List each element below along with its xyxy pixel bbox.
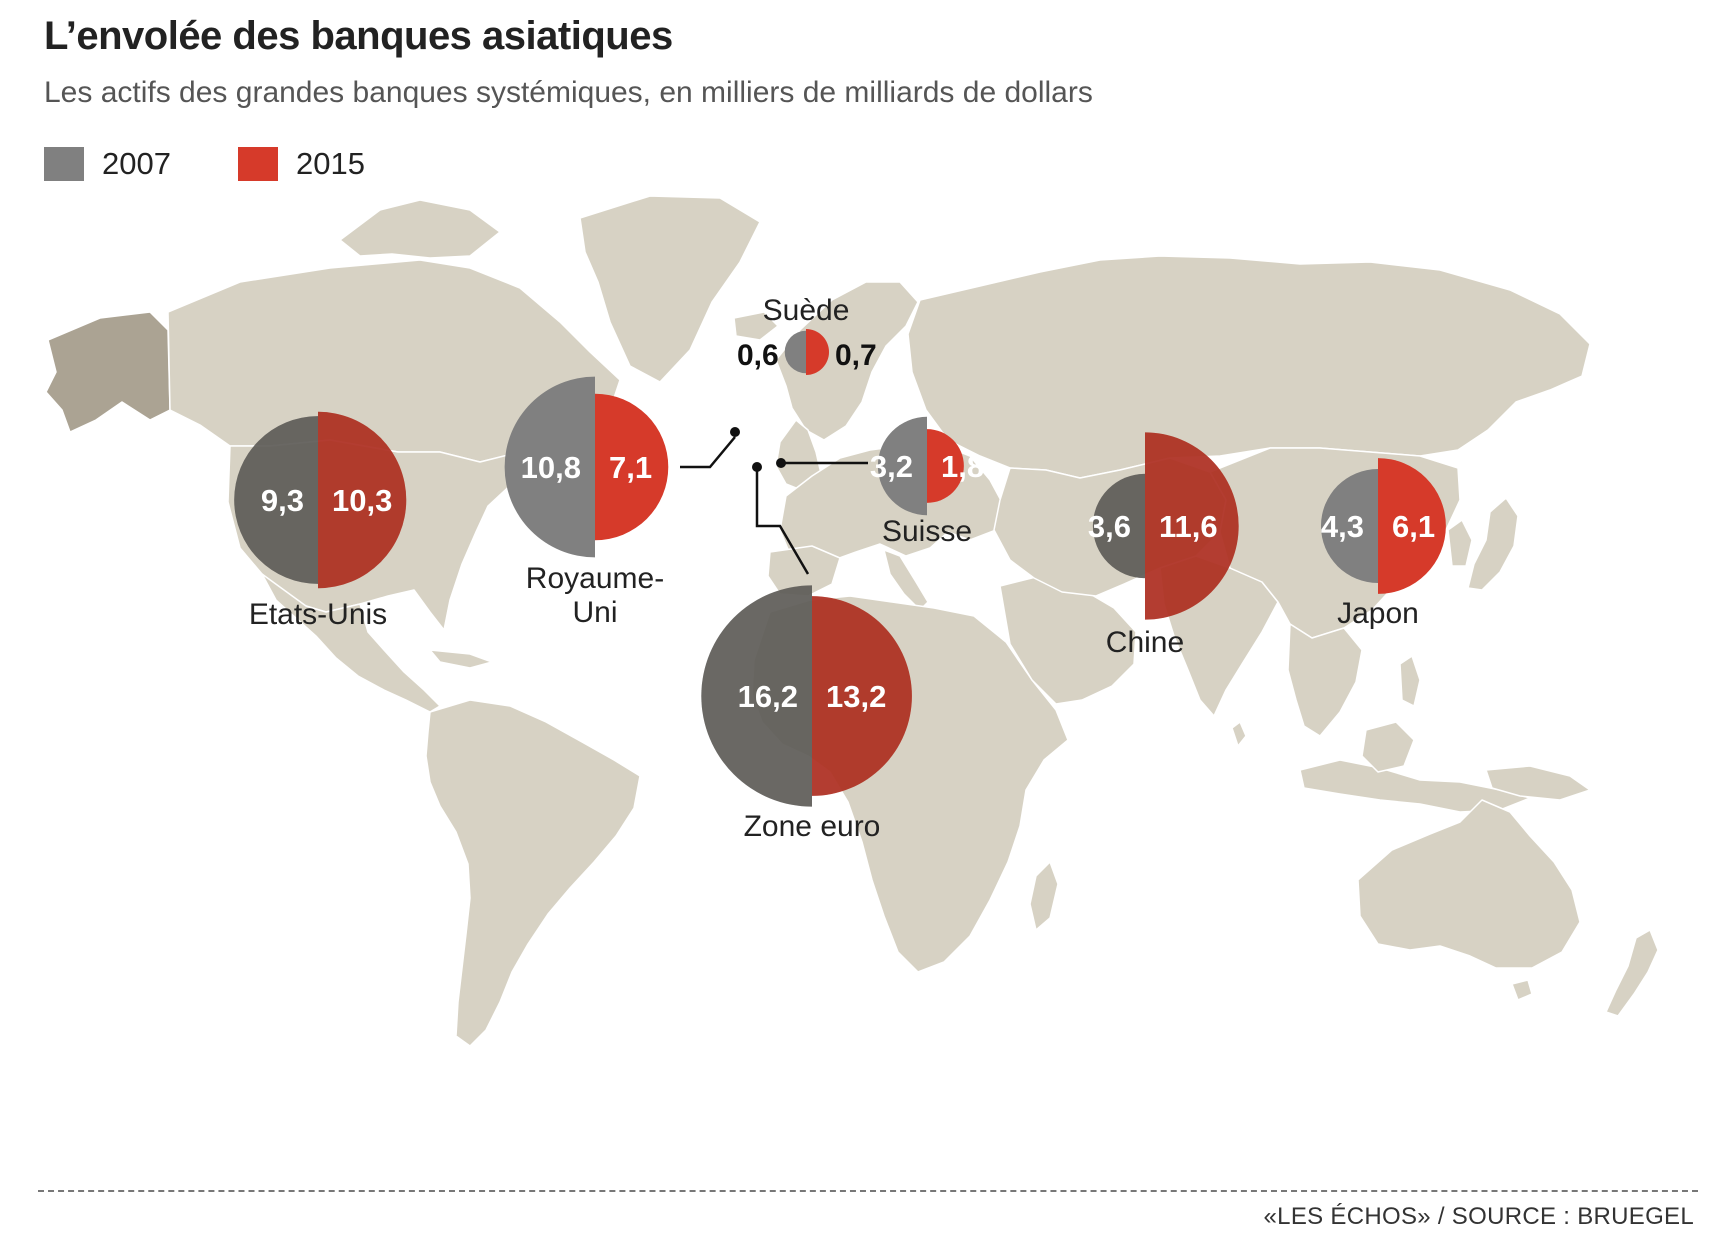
half-circle-2015-suisse <box>927 429 964 503</box>
legend-swatch-2007 <box>44 147 84 181</box>
region-label-su-de: Suède <box>763 294 850 327</box>
region-label-royaume-uni-line-1: Royaume- <box>526 562 664 595</box>
land-scandinavia <box>775 281 919 441</box>
value-label-2015-suisse: 1,8 <box>941 449 984 484</box>
half-circle-2007-su-de <box>784 330 806 374</box>
chart-subtitle: Les actifs des grandes banques systémiqu… <box>44 76 1093 109</box>
bubble-royaume-uni: 10,8 7,1 Royaume-Uni <box>504 376 669 629</box>
value-label-2007-japon: 4,3 <box>1321 509 1364 544</box>
land-iceland <box>733 311 779 341</box>
value-label-2007-chine: 3,6 <box>1088 509 1131 544</box>
footer-divider <box>38 1190 1698 1192</box>
land-new-zealand <box>1605 929 1659 1017</box>
land-caribbean <box>429 649 493 669</box>
value-label-2015-royaume-uni: 7,1 <box>609 450 652 485</box>
half-circle-2007-japon <box>1320 468 1378 584</box>
land-mexico <box>261 573 441 713</box>
legend-label-2015: 2015 <box>296 146 365 181</box>
half-circle-2007-etats-unis <box>234 416 318 584</box>
value-label-2007-zone-euro: 16,2 <box>738 679 798 714</box>
chart-title: L’envolée des banques asiatiques <box>44 14 673 58</box>
bubble-shade-2015-etats-unis <box>318 411 407 589</box>
land-new-guinea <box>1485 765 1591 801</box>
half-circle-2015-etats-unis <box>318 411 407 589</box>
anchor-dots <box>730 427 786 472</box>
half-circle-2007-suisse <box>877 416 927 516</box>
legend-item-2007: 2007 <box>44 146 171 182</box>
land-madagascar <box>1029 861 1059 931</box>
half-circle-2007-zone-euro <box>701 585 812 807</box>
anchor-dot-suisse <box>776 458 786 468</box>
half-circle-2015-chine <box>1145 432 1239 620</box>
region-label-japon: Japon <box>1337 597 1419 630</box>
land-southeast-asia <box>1287 623 1363 737</box>
land-borneo <box>1361 721 1415 773</box>
value-label-2007-royaume-uni: 10,8 <box>521 450 581 485</box>
bubble-shade-2007-etats-unis <box>234 416 318 584</box>
legend-label-2007: 2007 <box>102 146 171 181</box>
region-label-suisse: Suisse <box>882 515 972 548</box>
leader-line-royaume-uni <box>680 436 736 469</box>
land-russia <box>907 255 1591 479</box>
bubble-etats-unis: 9,3 10,3 Etats-Unis <box>234 411 407 631</box>
half-circle-2007-chine <box>1092 473 1145 579</box>
half-circle-2007-royaume-uni <box>504 376 595 558</box>
land-greenland <box>579 195 761 383</box>
land-arctic-islands <box>339 199 501 259</box>
land-korea <box>1447 519 1473 567</box>
anchor-dot-zone-euro <box>752 462 762 472</box>
bubble-shade-2007-zone-euro <box>701 585 812 807</box>
land-iberia <box>767 545 841 597</box>
land-sri-lanka <box>1231 721 1247 747</box>
half-circle-2015-royaume-uni <box>595 393 669 541</box>
legend-swatch-2015 <box>238 147 278 181</box>
value-label-2015-zone-euro: 13,2 <box>826 679 886 714</box>
value-label-2007-etats-unis: 9,3 <box>261 483 304 518</box>
value-label-2015-su-de: 0,7 <box>835 339 877 372</box>
value-label-2015-japon: 6,1 <box>1392 509 1435 544</box>
bubble-shade-2015-chine <box>1145 432 1239 620</box>
half-circle-2015-su-de <box>806 328 830 376</box>
leader-line-zone-euro <box>755 467 810 575</box>
anchor-dot-royaume-uni <box>730 427 740 437</box>
bubble-japon: 4,3 6,1 Japon <box>1321 458 1446 630</box>
bubble-su-de: 0,6 0,7 Suède <box>737 294 877 376</box>
bubble-shade-2007-chine <box>1092 473 1145 579</box>
bubble-chine: 3,6 11,6 Chine <box>1088 432 1239 659</box>
land-south-america <box>425 699 641 1047</box>
source-credit: «LES ÉCHOS» / SOURCE : BRUEGEL <box>1263 1203 1694 1230</box>
value-label-2015-etats-unis: 10,3 <box>332 483 392 518</box>
bubble-zone-euro: 16,2 13,2 Zone euro <box>701 585 912 843</box>
land-australia <box>1357 799 1581 969</box>
legend-item-2015: 2015 <box>238 146 365 182</box>
region-label-zone-euro: Zone euro <box>744 810 881 843</box>
value-label-2007-su-de: 0,6 <box>737 339 779 372</box>
half-circle-2015-japon <box>1378 458 1446 594</box>
leader-lines <box>680 436 868 575</box>
land-alaska <box>45 311 171 433</box>
bubble-suisse: 3,2 1,8 Suisse <box>870 416 984 548</box>
land-tasmania <box>1511 979 1533 1001</box>
region-label-chine: Chine <box>1106 626 1184 659</box>
region-label-royaume-uni-line-2: Uni <box>572 596 617 629</box>
half-circle-2015-zone-euro <box>812 596 912 796</box>
value-label-2007-suisse: 3,2 <box>870 449 913 484</box>
value-label-2015-chine: 11,6 <box>1159 509 1218 544</box>
land-japan <box>1467 497 1519 591</box>
land-italy <box>883 549 929 611</box>
region-label-etats-unis: Etats-Unis <box>249 598 387 631</box>
bubble-shade-2015-zone-euro <box>812 596 912 796</box>
land-philippines <box>1399 655 1421 707</box>
